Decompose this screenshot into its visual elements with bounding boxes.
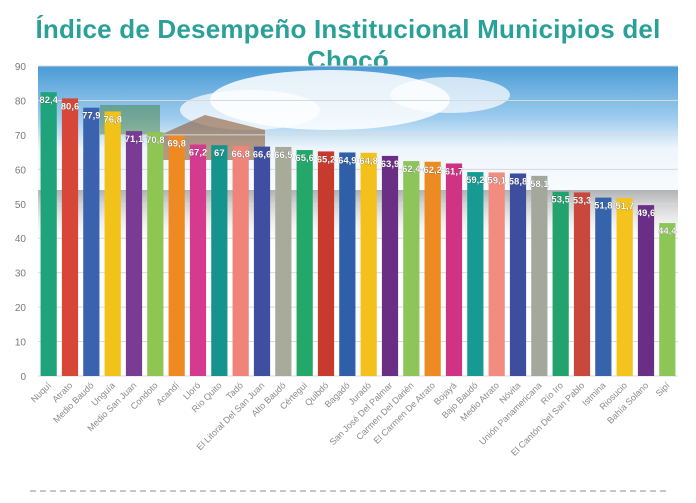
value-label: 82,4 [39,95,58,106]
bar [296,150,313,376]
bar [616,197,633,376]
bar [232,145,249,376]
bar [61,98,79,376]
bar [253,146,271,376]
bar [317,151,335,376]
value-label: 61,7 [445,166,464,177]
value-label: 49,6 [637,208,656,219]
bar [573,192,591,376]
bar [381,155,399,376]
value-label: 51,7 [615,201,634,212]
value-label: 67 [214,148,225,159]
value-label: 63,9 [381,159,400,170]
bar [360,152,377,376]
bar [189,144,207,376]
bar [83,107,100,376]
value-label: 44,4 [658,226,677,237]
bar [125,131,143,376]
value-label: 66,8 [231,149,250,160]
value-label: 67,2 [189,148,208,159]
value-label: 70,8 [146,135,165,146]
value-label: 62,4 [402,164,421,175]
bar [168,135,185,376]
bars [40,92,676,376]
value-label: 66,6 [253,150,272,161]
y-tick-label: 60 [15,165,27,176]
value-label: 59,2 [466,175,485,186]
value-label: 62,2 [423,165,442,176]
bar [147,132,164,376]
bar [275,146,292,376]
value-label: 65,6 [295,153,314,164]
value-label: 58,1 [530,179,549,190]
bar [445,163,463,376]
value-label: 64,8 [359,156,378,167]
value-label: 66,5 [274,150,293,161]
bar [424,161,441,376]
y-tick-label: 40 [15,234,27,245]
bar [339,152,356,376]
bar [104,111,121,376]
bar [40,92,57,376]
x-category-label: Nuquí [29,380,53,404]
value-label: 59,1 [487,175,506,186]
y-tick-label: 10 [15,338,27,349]
y-tick-label: 0 [20,372,26,383]
bar [403,161,420,376]
bar [595,197,612,376]
y-tick-label: 80 [15,96,27,107]
value-label: 71,1 [125,134,144,145]
value-label: 65,2 [317,154,336,165]
y-tick-label: 90 [15,62,27,73]
bar [488,172,505,376]
value-label: 51,8 [594,201,613,212]
value-label: 53,5 [551,195,570,206]
y-tick-label: 20 [15,303,27,314]
bottom-divider [30,490,666,492]
y-tick-label: 50 [15,200,27,211]
x-category-label: Acandí [154,380,181,407]
value-label: 69,8 [167,139,186,150]
y-tick-label: 30 [15,269,27,280]
value-label: 77,9 [82,111,101,122]
bar [509,173,527,376]
chart-title: Índice de Desempeño Institucional Munici… [35,14,661,75]
bar [659,223,676,376]
bar [531,175,548,376]
value-label: 64,9 [338,155,357,166]
bar [552,191,569,376]
y-tick-label: 70 [15,131,27,142]
x-category-label: Sipí [654,380,672,398]
bar [637,205,655,376]
value-label: 58,8 [509,176,528,187]
value-label: 80,6 [61,101,80,112]
value-labels: 82,480,677,9 76,871,1 70,8 69,867,2 67 66,8 66… [39,95,677,237]
value-label: 76,8 [103,114,122,125]
bar [211,145,228,376]
y-gridlines [38,65,678,377]
value-label: 53,3 [573,195,592,206]
bar [467,172,484,376]
y-axis-ticks: 0 10 20 30 40 50 60 70 80 90 [15,62,27,383]
